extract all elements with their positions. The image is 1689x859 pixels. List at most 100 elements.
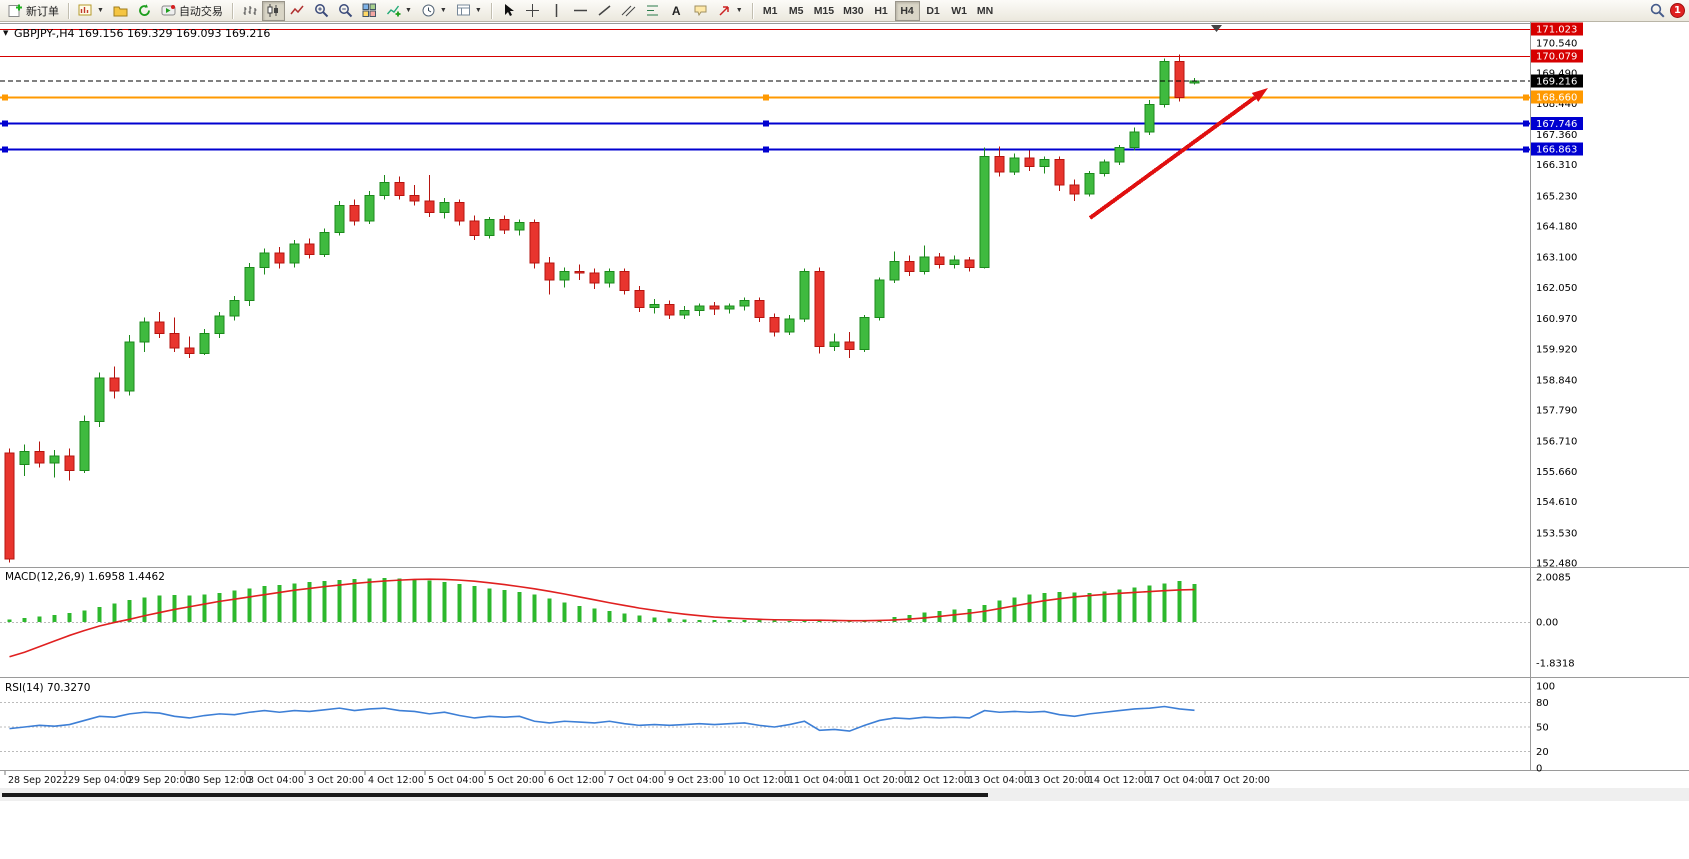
notification-badge[interactable]: 1 [1670,3,1685,18]
svg-text:6 Oct 12:00: 6 Oct 12:00 [548,775,604,786]
svg-text:3 Oct 20:00: 3 Oct 20:00 [308,775,364,786]
h-scrollbar[interactable] [0,788,1689,801]
svg-text:11 Oct 04:00: 11 Oct 04:00 [788,775,850,786]
svg-text:-1.8318: -1.8318 [1536,659,1575,670]
chart-canvas[interactable]: 170.540 169.490 168.440 167.360 166.310 165.2… [0,22,1689,859]
candle-chart-mode-button[interactable] [261,0,285,21]
svg-text:29 Sep 20:00: 29 Sep 20:00 [128,775,191,786]
timeframe-m1[interactable]: M1 [758,1,783,21]
svg-text:0.00: 0.00 [1536,618,1558,629]
new-order-icon [8,3,23,18]
timeframe-m5[interactable]: M5 [784,1,809,21]
svg-text:11 Oct 20:00: 11 Oct 20:00 [848,775,910,786]
charts-window-button[interactable]: ▼ [74,1,108,21]
hline-167.746[interactable] [0,120,1530,127]
indicators-icon [386,3,401,18]
chart-shift-marker[interactable] [1211,25,1222,32]
timeframe-m30[interactable]: M30 [839,1,867,21]
refresh-button[interactable] [133,1,156,21]
svg-text:17 Oct 04:00: 17 Oct 04:00 [1148,775,1210,786]
price-badge-166.863: 166.863 [1531,142,1583,156]
svg-text:169.216: 169.216 [1536,77,1577,88]
zoom-in-icon [314,3,329,18]
hline-168.660[interactable] [0,94,1530,101]
price-axis[interactable]: 170.540 169.490 168.440 167.360 166.310 165.2… [1530,22,1578,770]
text-label-icon [693,3,708,18]
crosshair-tool-button[interactable] [521,1,544,21]
svg-text:167.746: 167.746 [1536,119,1577,130]
price-badge-168.660: 168.660 [1531,90,1583,104]
cursor-icon [501,3,516,18]
candlestick-chart-icon [266,3,281,18]
periods-button[interactable]: ▼ [417,1,451,21]
svg-text:157.790: 157.790 [1536,406,1577,417]
svg-text:50: 50 [1536,723,1549,734]
macd-indicator-label: MACD(12,26,9) 1.6958 1.4462 [5,571,165,583]
line-chart-icon [290,3,305,18]
profiles-button[interactable] [109,1,132,21]
svg-text:100: 100 [1536,682,1555,693]
svg-text:170.540: 170.540 [1536,38,1577,49]
text-tool-button[interactable]: A [665,1,688,21]
timeframe-m15[interactable]: M15 [810,1,838,21]
timeframe-h1[interactable]: H1 [869,1,894,21]
trendline-tool-button[interactable] [593,1,616,21]
svg-text:163.100: 163.100 [1536,253,1577,264]
indicators-button[interactable]: ▼ [382,1,416,21]
price-badge-167.746: 167.746 [1531,116,1583,130]
new-order-button[interactable]: 新订单 [4,1,63,21]
search-button[interactable] [1646,1,1669,21]
svg-text:155.660: 155.660 [1536,467,1577,478]
zoom-in-button[interactable] [310,1,333,21]
trend-arrow-annotation[interactable] [1088,88,1268,220]
svg-text:9 Oct 23:00: 9 Oct 23:00 [668,775,724,786]
cursor-tool-button[interactable] [497,1,520,21]
timeframe-w1[interactable]: W1 [947,1,972,21]
tile-windows-button[interactable] [358,1,381,21]
dropdown-caret-icon: ▼ [404,7,412,14]
hline-166.863[interactable] [0,146,1530,153]
svg-text:152.480: 152.480 [1536,559,1577,570]
arrows-tool-button[interactable]: ▼ [713,1,747,21]
refresh-icon [137,3,152,18]
svg-text:154.610: 154.610 [1536,497,1577,508]
bar-chart-mode-button[interactable] [238,1,261,21]
zoom-out-icon [338,3,353,18]
toolbar-separator [68,2,69,19]
timeframe-h4[interactable]: H4 [894,0,920,21]
zoom-out-button[interactable] [334,1,357,21]
svg-text:3 Oct 04:00: 3 Oct 04:00 [248,775,304,786]
svg-text:13 Oct 04:00: 13 Oct 04:00 [968,775,1030,786]
candles-series [4,54,1200,563]
channel-tool-button[interactable] [617,1,640,21]
toolbar-separator [231,2,233,19]
toolbar-separator [490,2,492,19]
svg-text:30 Sep 12:00: 30 Sep 12:00 [188,775,251,786]
arrow-tool-icon [717,3,732,18]
autotrading-button[interactable]: 自动交易 [157,1,227,21]
svg-text:28 Sep 2022: 28 Sep 2022 [8,775,68,786]
line-chart-mode-button[interactable] [286,1,309,21]
text-label-tool-button[interactable] [689,1,712,21]
timeframe-d1[interactable]: D1 [921,1,946,21]
fibonacci-tool-button[interactable] [641,1,664,21]
tile-windows-icon [362,3,377,18]
price-badge-171.023: 171.023 [1531,22,1583,36]
templates-button[interactable]: ▼ [452,1,486,21]
dropdown-caret-icon: ▼ [735,7,743,14]
svg-text:13 Oct 20:00: 13 Oct 20:00 [1028,775,1090,786]
profiles-folder-icon [113,3,128,18]
h-scrollbar-thumb[interactable] [2,793,988,797]
svg-text:17 Oct 20:00: 17 Oct 20:00 [1208,775,1270,786]
vertical-line-tool-button[interactable] [545,1,568,21]
one-click-trading-toggle-icon[interactable]: ▼ [3,29,9,37]
toolbar-separator [751,2,753,19]
svg-text:166.863: 166.863 [1536,144,1577,155]
svg-text:167.360: 167.360 [1536,130,1577,141]
horizontal-line-tool-button[interactable] [569,1,592,21]
svg-text:20: 20 [1536,747,1549,758]
timeframe-mn[interactable]: MN [973,1,998,21]
svg-text:165.230: 165.230 [1536,191,1577,202]
